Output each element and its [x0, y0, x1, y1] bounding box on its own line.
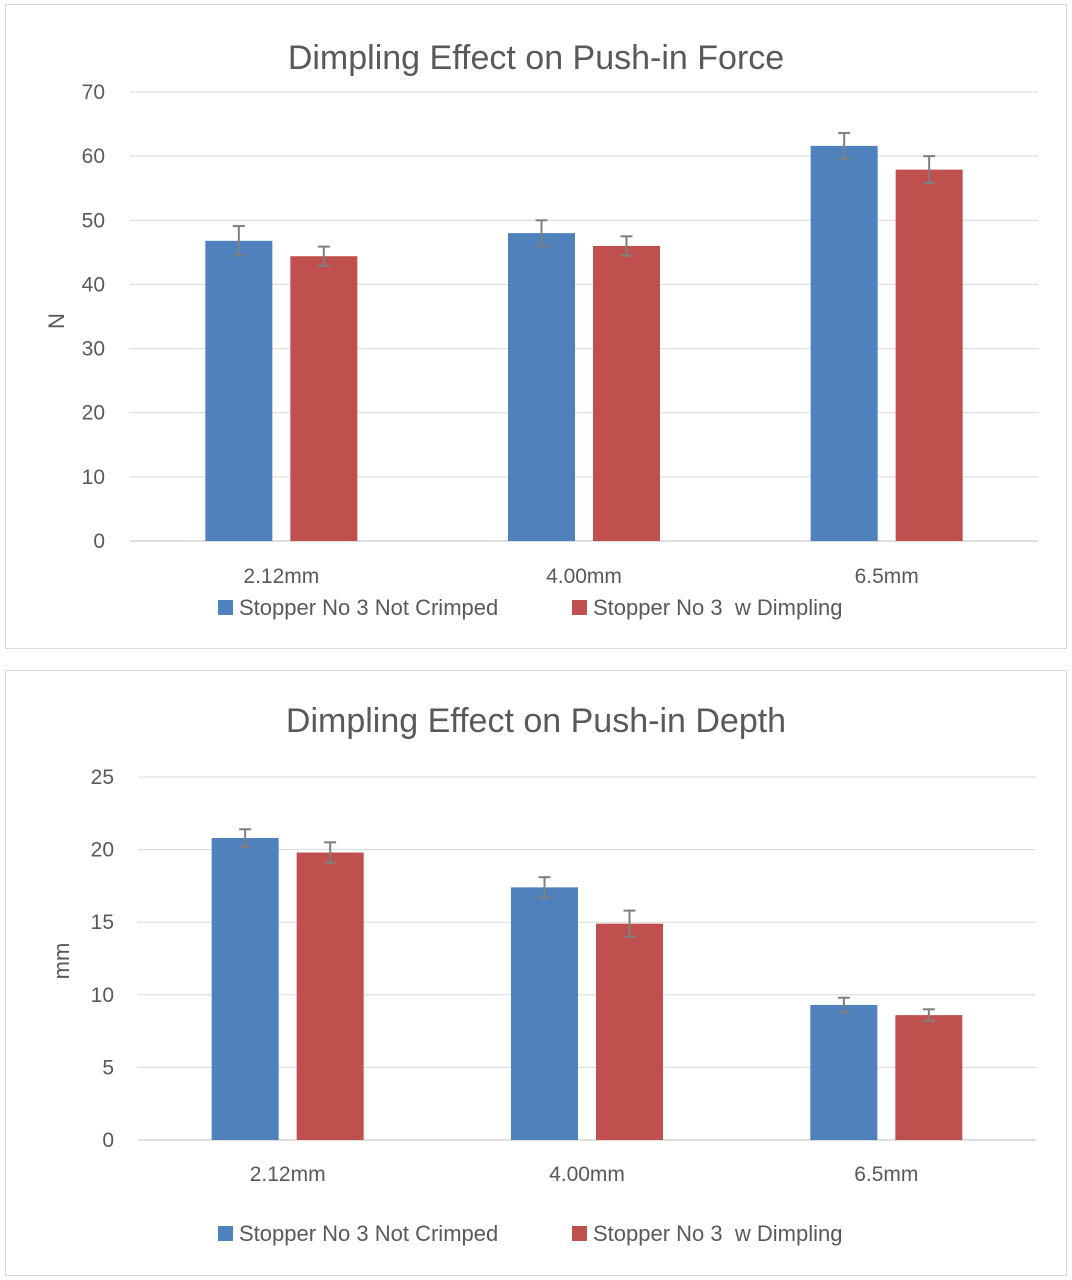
error-bar — [535, 219, 548, 247]
error-bar — [239, 828, 252, 848]
y-tick-label: 5 — [102, 1056, 114, 1079]
legend-swatch-series-1 — [218, 1226, 233, 1241]
y-tick-label: 50 — [82, 209, 105, 232]
x-tick-label: 4.00mm — [546, 565, 622, 588]
y-tick-label: 40 — [82, 273, 105, 296]
bar-dimpling — [596, 923, 663, 1140]
error-bar — [923, 155, 936, 185]
y-tick-label: 70 — [82, 81, 105, 104]
error-bar — [623, 909, 636, 938]
error-bar — [922, 1008, 935, 1022]
legend: Stopper No 3 Not Crimped Stopper No 3 w … — [218, 1221, 842, 1246]
error-bar — [538, 876, 551, 899]
y-tick-label: 25 — [91, 766, 114, 789]
y-tick-label: 30 — [82, 338, 105, 361]
legend: Stopper No 3 Not Crimped Stopper No 3 w … — [218, 595, 842, 620]
x-tick-label: 2.12mm — [243, 565, 319, 588]
x-tick-label: 2.12mm — [250, 1163, 326, 1186]
bar-dimpling — [593, 245, 660, 541]
y-tick-label: 20 — [91, 839, 114, 862]
error-bar — [232, 225, 245, 257]
legend-swatch-series-1 — [218, 600, 233, 615]
y-tick-label: 20 — [82, 402, 105, 425]
legend-label-series-2: Stopper No 3 w Dimpling — [593, 595, 842, 620]
bar-not-crimped — [511, 887, 578, 1140]
chart-depth: Dimpling Effect on Push-in Depth mm 0 5 10… — [49, 702, 1036, 1246]
y-tick-label: 0 — [93, 530, 105, 553]
chart-panel-force: Dimpling Effect on Push-in Force N 0 10 20… — [5, 4, 1067, 649]
bar-dimpling — [895, 169, 963, 541]
legend-label-series-2: Stopper No 3 w Dimpling — [593, 1221, 842, 1246]
error-bar — [838, 132, 851, 160]
bar-not-crimped — [810, 145, 878, 541]
bar-not-crimped — [508, 233, 575, 541]
y-axis-label: mm — [49, 943, 74, 980]
chart-force: Dimpling Effect on Push-in Force N 0 10 20… — [44, 39, 1038, 620]
legend-label-series-1: Stopper No 3 Not Crimped — [239, 595, 498, 620]
chart-title: Dimpling Effect on Push-in Force — [288, 39, 784, 77]
x-tick-label: 6.5mm — [854, 1163, 918, 1186]
error-bar — [317, 245, 330, 267]
bar-dimpling — [895, 1015, 963, 1140]
bar-not-crimped — [810, 1004, 878, 1140]
legend-swatch-series-2 — [572, 1226, 587, 1241]
y-tick-label: 10 — [91, 984, 114, 1007]
x-tick-label: 6.5mm — [855, 565, 919, 588]
y-axis-label: N — [44, 313, 69, 329]
x-tick-label: 4.00mm — [549, 1163, 625, 1186]
error-bar — [620, 235, 633, 257]
bar-not-crimped — [205, 240, 273, 541]
y-tick-label: 10 — [82, 466, 105, 489]
chart-title: Dimpling Effect on Push-in Depth — [286, 702, 786, 740]
error-bar — [837, 996, 850, 1014]
bar-dimpling — [296, 852, 364, 1140]
legend-label-series-1: Stopper No 3 Not Crimped — [239, 1221, 498, 1246]
chart-panel-depth: Dimpling Effect on Push-in Depth mm 0 5 10… — [5, 670, 1067, 1276]
bar-not-crimped — [211, 837, 279, 1140]
y-tick-label: 15 — [91, 911, 114, 934]
bar-dimpling — [290, 256, 358, 541]
y-tick-label: 0 — [102, 1129, 114, 1152]
error-bar — [324, 841, 337, 864]
y-tick-label: 60 — [82, 145, 105, 168]
legend-swatch-series-2 — [572, 600, 587, 615]
